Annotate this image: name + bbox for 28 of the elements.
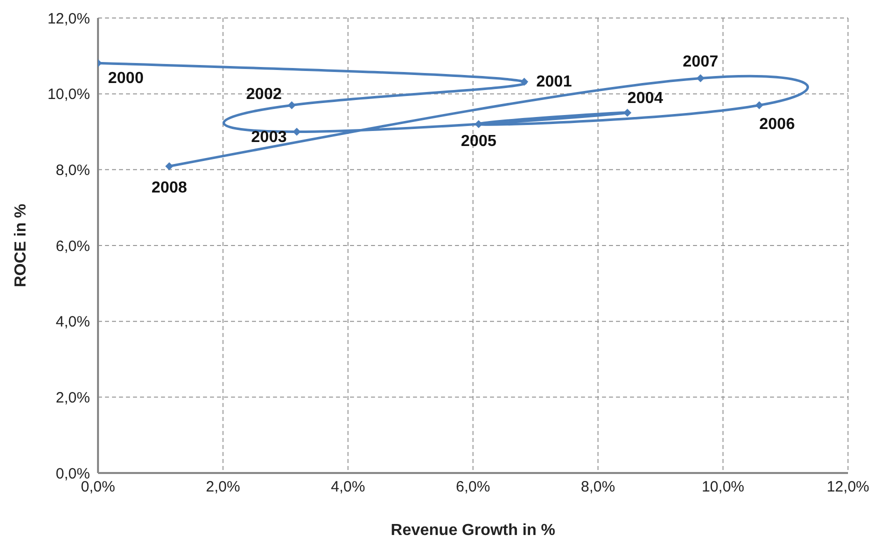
y-tick-label: 2,0% xyxy=(56,389,90,406)
y-tick-label: 4,0% xyxy=(56,314,90,331)
y-tick-label: 12,0% xyxy=(47,10,90,28)
point xyxy=(696,74,704,82)
x-tick-label: 10,0% xyxy=(702,478,744,496)
y-tick-label: 6,0% xyxy=(56,238,90,255)
annotation: 2004 xyxy=(627,90,664,107)
annotation: 2003 xyxy=(251,128,287,146)
x-axis-title: Revenue Growth in % xyxy=(390,522,556,539)
y-tick-label: 10,0% xyxy=(47,86,90,104)
annotation: 2001 xyxy=(536,74,572,91)
point xyxy=(165,162,174,170)
annotation: 2007 xyxy=(682,53,718,70)
x-tick-label: 2,0% xyxy=(206,478,240,496)
point xyxy=(755,101,764,110)
annotation: 2002 xyxy=(246,86,282,104)
x-tick-label: 4,0% xyxy=(330,478,366,496)
x-tick-label: 8,0% xyxy=(580,478,616,496)
annotation: 2000 xyxy=(108,70,144,88)
annotation: 2008 xyxy=(151,179,188,196)
point xyxy=(520,78,528,86)
annotation: 2005 xyxy=(460,133,497,150)
x-tick-label: 12,0% xyxy=(826,478,870,496)
y-axis-title: ROCE in % xyxy=(12,204,30,288)
y-tick-label: 8,0% xyxy=(56,162,90,179)
annotation: 2006 xyxy=(759,116,795,134)
point xyxy=(288,101,296,110)
x-tick-label: 6,0% xyxy=(456,478,490,496)
